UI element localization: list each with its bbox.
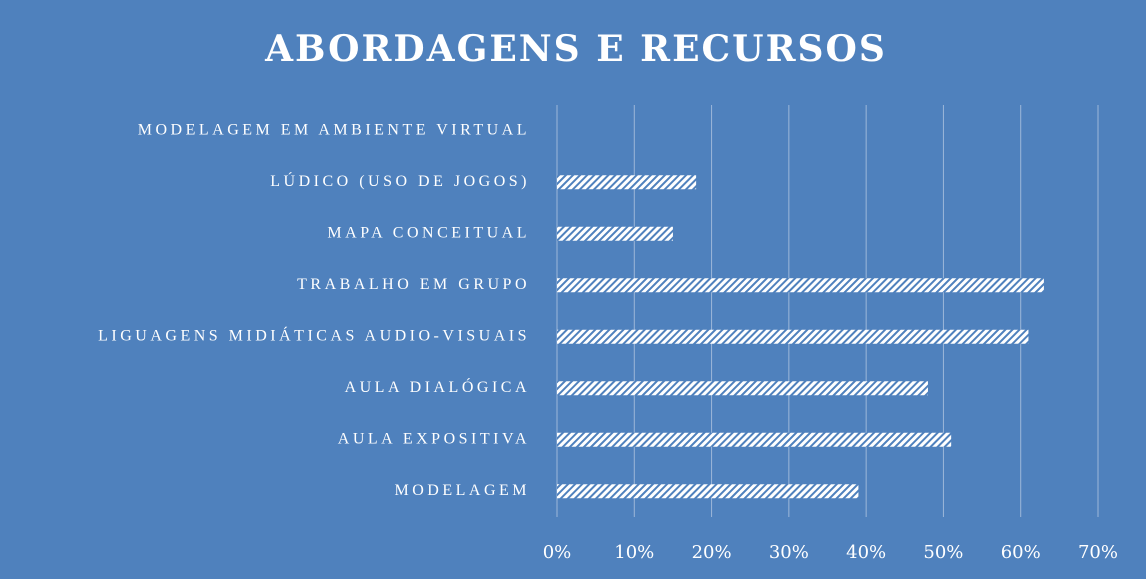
y-tick-label: MODELAGEM (395, 482, 531, 499)
bar (557, 329, 1029, 344)
y-tick-label: MODELAGEM EM AMBIENTE VIRTUAL (138, 121, 530, 138)
y-tick-label: AULA DIALÓGICA (345, 377, 530, 396)
x-tick-label: 0% (543, 542, 572, 563)
y-tick-label: LIGUAGENS MIDIÁTICAS AUDIO-VISUAIS (98, 325, 530, 344)
y-tick-label: MAPA CONCEITUAL (327, 224, 530, 241)
bar (557, 381, 928, 396)
bar (557, 484, 859, 499)
y-tick-label: LÚDICO (USO DE JOGOS) (270, 171, 530, 190)
y-tick-label: AULA EXPOSITIVA (338, 430, 530, 447)
bar (557, 278, 1044, 293)
x-tick-label: 10% (614, 542, 654, 563)
x-tick-label: 50% (923, 542, 963, 563)
chart-title: ABORDAGENS E RECURSOS (264, 28, 887, 70)
x-tick-label: 40% (846, 542, 886, 563)
x-tick-label: 30% (769, 542, 809, 563)
y-tick-label: TRABALHO EM GRUPO (297, 276, 530, 293)
x-tick-label: 60% (1001, 542, 1041, 563)
bar (557, 226, 673, 241)
bar (557, 175, 697, 190)
x-tick-label: 20% (692, 542, 732, 563)
bar (557, 432, 952, 447)
x-tick-label: 70% (1078, 542, 1118, 563)
